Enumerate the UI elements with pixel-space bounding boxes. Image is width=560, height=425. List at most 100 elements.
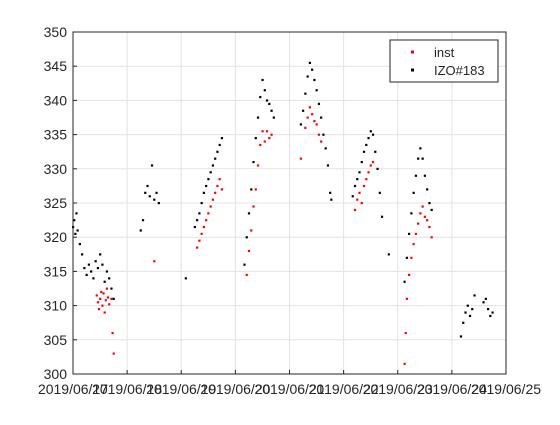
data-point xyxy=(102,292,105,295)
ticks: 2019/06/172019/06/182019/06/192019/06/20… xyxy=(38,24,541,397)
data-point xyxy=(256,164,260,167)
legend-label: IZO#183 xyxy=(434,63,485,78)
data-point xyxy=(108,303,111,306)
data-point xyxy=(211,198,215,201)
data-point xyxy=(430,208,433,212)
data-point xyxy=(306,75,309,78)
legend: inst IZO#183 xyxy=(389,39,499,83)
data-point xyxy=(369,164,372,167)
data-point xyxy=(403,362,406,365)
data-point xyxy=(193,225,196,229)
data-point xyxy=(482,301,485,304)
data-point xyxy=(268,137,271,140)
data-point xyxy=(96,266,100,270)
data-point xyxy=(315,123,318,126)
data-point xyxy=(220,188,224,191)
data-point xyxy=(90,270,93,273)
data-point xyxy=(473,294,476,297)
y-tick-label: 310 xyxy=(44,298,68,314)
data-point xyxy=(218,143,221,147)
data-point xyxy=(103,311,106,314)
data-point xyxy=(378,191,381,194)
x-tick-label: 2019/06/18 xyxy=(92,381,162,397)
data-point xyxy=(250,229,253,232)
data-point xyxy=(421,205,424,208)
data-point xyxy=(320,116,323,119)
legend-label: inst xyxy=(434,45,455,60)
data-point xyxy=(216,150,219,153)
data-point xyxy=(205,184,208,188)
data-point xyxy=(362,150,366,153)
data-point xyxy=(259,95,262,99)
data-point xyxy=(412,243,415,246)
data-point xyxy=(369,130,372,133)
data-point xyxy=(105,270,109,273)
data-point xyxy=(330,198,333,201)
data-point xyxy=(218,178,221,181)
data-point xyxy=(202,191,206,194)
data-point xyxy=(403,280,406,283)
data-point xyxy=(367,171,370,174)
data-point xyxy=(200,232,203,235)
data-point xyxy=(408,273,411,277)
data-point xyxy=(75,212,78,215)
data-point xyxy=(256,116,260,119)
data-point xyxy=(196,219,199,222)
data-point xyxy=(324,147,327,150)
data-point xyxy=(304,92,307,95)
data-point xyxy=(459,335,463,338)
x-tick-label: 2019/06/23 xyxy=(363,381,433,397)
data-point xyxy=(371,160,375,164)
data-point xyxy=(155,191,158,194)
data-point xyxy=(141,219,145,222)
data-point xyxy=(414,174,417,177)
data-point xyxy=(320,140,323,143)
data-point xyxy=(417,157,420,160)
data-point xyxy=(144,191,147,194)
data-point xyxy=(428,225,431,229)
data-point xyxy=(245,273,248,277)
x-tick-label: 2019/06/24 xyxy=(417,381,487,397)
data-point xyxy=(196,246,199,249)
data-point xyxy=(317,102,321,106)
data-point xyxy=(362,184,366,188)
data-point xyxy=(311,113,314,116)
legend-marker xyxy=(411,68,414,72)
data-point xyxy=(245,236,248,239)
data-point xyxy=(468,314,472,318)
data-point xyxy=(92,277,95,280)
data-point xyxy=(315,89,318,92)
data-point xyxy=(270,109,273,112)
data-point xyxy=(270,133,273,136)
data-point xyxy=(466,304,469,307)
x-tick-label: 2019/06/21 xyxy=(254,381,324,397)
data-point xyxy=(108,277,111,280)
data-point xyxy=(153,260,156,263)
data-point xyxy=(326,164,330,167)
data-point xyxy=(214,191,217,194)
data-point xyxy=(365,143,368,147)
x-tick-label: 2019/06/20 xyxy=(200,381,270,397)
y-tick-label: 345 xyxy=(44,58,68,74)
data-point xyxy=(106,296,110,299)
data-point xyxy=(97,308,101,311)
data-point xyxy=(353,184,357,188)
data-point xyxy=(112,352,115,355)
data-point xyxy=(112,297,115,300)
data-point xyxy=(261,78,264,82)
data-point xyxy=(405,256,408,259)
data-point xyxy=(365,178,368,181)
data-point xyxy=(421,157,424,160)
data-point xyxy=(360,202,363,205)
data-point xyxy=(265,99,269,102)
data-point xyxy=(78,243,81,246)
y-tick-label: 325 xyxy=(44,195,68,211)
data-point xyxy=(419,147,422,150)
y-tick-label: 300 xyxy=(44,366,68,382)
data-point xyxy=(216,184,219,188)
data-point xyxy=(250,188,253,191)
data-point xyxy=(471,308,474,311)
data-point xyxy=(207,178,210,181)
y-tick-label: 340 xyxy=(44,92,68,108)
